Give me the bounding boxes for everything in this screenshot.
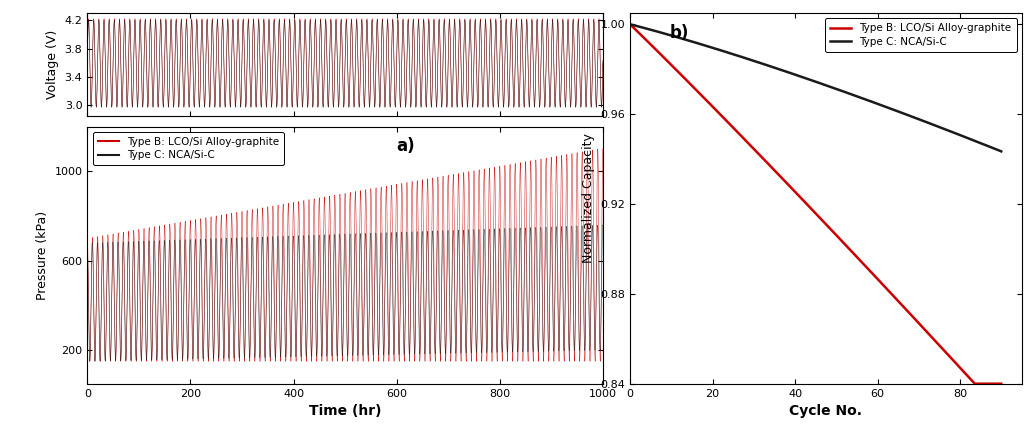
Legend: Type B: LCO/Si Alloy-graphite, Type C: NCA/Si-C: Type B: LCO/Si Alloy-graphite, Type C: N… xyxy=(825,18,1017,52)
X-axis label: Time (hr): Time (hr) xyxy=(309,404,381,418)
Y-axis label: Normalized Capacity: Normalized Capacity xyxy=(581,133,595,263)
Text: a): a) xyxy=(396,137,415,155)
Legend: Type B: LCO/Si Alloy-graphite, Type C: NCA/Si-C: Type B: LCO/Si Alloy-graphite, Type C: N… xyxy=(92,132,284,165)
Y-axis label: Voltage (V): Voltage (V) xyxy=(46,30,59,99)
Y-axis label: Pressure (kPa): Pressure (kPa) xyxy=(36,211,49,300)
Text: b): b) xyxy=(670,24,689,42)
X-axis label: Cycle No.: Cycle No. xyxy=(790,404,863,418)
